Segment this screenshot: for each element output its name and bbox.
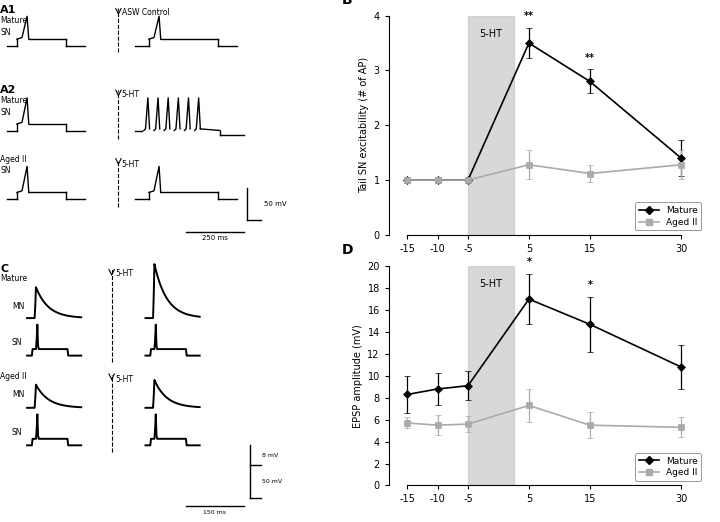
Text: **: ** [524,11,534,21]
Text: 250 ms: 250 ms [202,235,228,241]
Text: 8 mV: 8 mV [262,453,279,458]
Text: Pre-5HT: Pre-5HT [418,279,457,289]
Text: SN: SN [12,428,22,437]
Text: A1: A1 [0,5,17,15]
Text: B: B [341,0,352,7]
Text: 5-HT: 5-HT [115,269,133,278]
Text: 5-HT: 5-HT [480,29,503,39]
Text: 50 mV: 50 mV [262,479,282,484]
Text: *: * [526,257,531,267]
Text: 5-HT: 5-HT [115,375,133,384]
Text: Aged II: Aged II [0,372,27,381]
Y-axis label: Tail SN excitability (# of AP): Tail SN excitability (# of AP) [359,57,369,193]
Text: Aged II: Aged II [0,155,27,164]
Text: 150 ms: 150 ms [203,510,226,515]
Y-axis label: EPSP amplitude (mV): EPSP amplitude (mV) [354,324,363,428]
Text: *: * [588,280,593,290]
Text: SN: SN [0,28,11,37]
Text: Mature: Mature [0,96,27,105]
Text: ASW Control: ASW Control [122,8,170,17]
Text: SN: SN [0,167,11,175]
Bar [468,16,513,235]
Text: A2: A2 [0,85,17,95]
Text: MN: MN [12,390,24,399]
Text: 5-HT: 5-HT [122,160,140,169]
Text: D: D [341,243,353,257]
Text: MN: MN [12,302,24,311]
Text: SN: SN [12,338,22,347]
Text: **: ** [585,53,595,63]
Text: 5-HT: 5-HT [122,90,140,99]
Legend: Mature, Aged II: Mature, Aged II [635,453,701,481]
Bar [468,266,513,485]
Text: 50 mV: 50 mV [264,201,287,207]
Text: SN: SN [0,108,11,116]
Text: Mature: Mature [0,16,27,25]
Text: Time after 5-HT treatment (min): Time after 5-HT treatment (min) [521,279,679,289]
Legend: Mature, Aged II: Mature, Aged II [635,203,701,230]
Text: Mature: Mature [0,274,27,283]
Text: C: C [0,264,9,274]
Text: 5-HT: 5-HT [480,279,503,289]
